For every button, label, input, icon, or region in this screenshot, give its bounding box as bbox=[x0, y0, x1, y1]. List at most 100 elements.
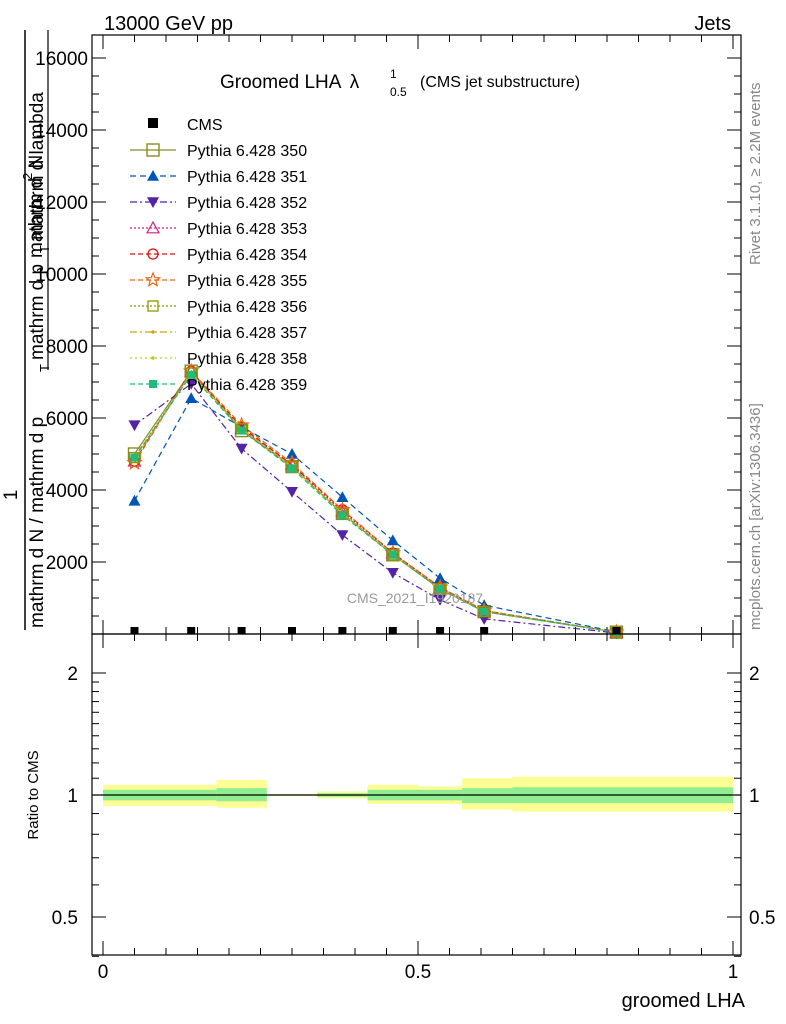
cms-point bbox=[130, 627, 139, 634]
series-point bbox=[286, 448, 298, 459]
mcplots-label: mcplots.cern.ch [arXiv:1306.3436] bbox=[747, 403, 764, 630]
ratio-tick-label: 0.5 bbox=[52, 908, 78, 929]
legend: CMS Pythia 6.428 350 Pythia 6.428 351 Pythi… bbox=[130, 117, 307, 394]
series-point bbox=[130, 453, 139, 462]
svg-text:Groomed LHA λ: Groomed LHA λ bbox=[220, 72, 360, 93]
header-left: 13000 GeV pp bbox=[104, 13, 233, 35]
legend-label: Pythia 6.428 355 bbox=[187, 273, 307, 290]
y-tick-label: 16000 bbox=[35, 49, 88, 70]
cms-point bbox=[237, 627, 246, 634]
series-point bbox=[386, 548, 400, 562]
legend-marker bbox=[151, 356, 155, 360]
title-sub: 0.5 bbox=[390, 85, 407, 99]
series-point bbox=[434, 572, 447, 583]
legend-marker bbox=[149, 380, 157, 388]
watermark: CMS_2021_I1920187 bbox=[347, 590, 483, 606]
legend-label: Pythia 6.428 358 bbox=[187, 351, 307, 368]
legend-label: Pythia 6.428 353 bbox=[187, 221, 307, 238]
legend-label-cms: CMS bbox=[187, 117, 223, 134]
ratio-y-label: Ratio to CMS bbox=[25, 750, 42, 839]
series-point bbox=[185, 379, 198, 390]
ylabel-num-inner-sup: 2 bbox=[20, 173, 35, 180]
svg-text:T: T bbox=[37, 245, 52, 253]
ylabel-den-outer: mathrm d N / mathrm d p bbox=[27, 417, 48, 628]
legend-label: Pythia 6.428 350 bbox=[187, 143, 307, 160]
legend-label: Pythia 6.428 359 bbox=[187, 377, 307, 394]
series-point bbox=[338, 511, 347, 520]
cms-point bbox=[187, 627, 196, 634]
series-point bbox=[237, 426, 246, 435]
ratio-band-green bbox=[462, 788, 513, 804]
series-point bbox=[128, 451, 141, 464]
series-point bbox=[235, 443, 248, 455]
series-line bbox=[133, 370, 617, 633]
cms-data bbox=[130, 627, 621, 634]
ylabel-one: 1 bbox=[1, 490, 22, 501]
cms-point bbox=[480, 627, 489, 634]
ratio-tick-label-right: 0.5 bbox=[749, 908, 775, 929]
series-point bbox=[388, 550, 397, 559]
series-point bbox=[128, 420, 141, 432]
series-point bbox=[185, 392, 198, 403]
legend-label: Pythia 6.428 356 bbox=[187, 299, 307, 316]
x-tick-label: 0.5 bbox=[405, 962, 431, 983]
y-tick-label: 2000 bbox=[46, 553, 88, 574]
legend-marker bbox=[147, 248, 159, 260]
series-group bbox=[126, 362, 625, 640]
series-point bbox=[480, 607, 489, 616]
x-tick-label: 0 bbox=[98, 962, 109, 983]
series-point bbox=[434, 583, 446, 595]
series-3 bbox=[128, 379, 623, 639]
title-suffix: (CMS jet substructure) bbox=[420, 74, 580, 91]
cms-point bbox=[436, 627, 445, 634]
ratio-tick-label-right: 2 bbox=[749, 664, 760, 685]
main-panel: 2000 4000 6000 8000 10000 12000 14000 16000 bbox=[35, 34, 742, 640]
legend-marker bbox=[144, 271, 162, 288]
series-point bbox=[335, 506, 350, 521]
series-point bbox=[336, 530, 349, 541]
y-tick-label: 12000 bbox=[35, 193, 88, 214]
series-point bbox=[386, 568, 399, 579]
ratio-tick-label-right: 1 bbox=[749, 786, 760, 807]
cms-point bbox=[288, 627, 296, 634]
legend-label: Pythia 6.428 357 bbox=[187, 325, 307, 342]
series-point bbox=[187, 370, 196, 379]
series-point bbox=[386, 534, 399, 546]
series-point bbox=[478, 606, 490, 618]
svg-text:mathrm d N / mathrm d p: mathrm d N / mathrm d p bbox=[27, 417, 48, 628]
legend-label: Pythia 6.428 352 bbox=[187, 195, 307, 212]
series-point bbox=[434, 595, 447, 606]
title-sup: 1 bbox=[390, 67, 397, 81]
rivet-label: Rivet 3.1.10, ≥ 2.2M events bbox=[747, 83, 764, 266]
series-point bbox=[436, 585, 445, 593]
y-tick-label: 4000 bbox=[46, 481, 88, 502]
svg-text:mathrm d N: mathrm d N bbox=[26, 155, 47, 258]
x-tick-label: 1 bbox=[728, 962, 739, 983]
y-tick-label: 14000 bbox=[35, 121, 88, 142]
legend-label: Pythia 6.428 351 bbox=[187, 169, 307, 186]
series-point bbox=[336, 491, 349, 502]
ratio-tick-label: 2 bbox=[67, 664, 78, 685]
y-axis-label: 1 mathrm d N / mathrm d p T mathrm d N 2… bbox=[1, 30, 52, 630]
series-point bbox=[285, 459, 299, 474]
series-point bbox=[128, 494, 141, 506]
legend-marker bbox=[147, 300, 159, 312]
series-2 bbox=[128, 392, 623, 637]
y-tick-label: 10000 bbox=[35, 265, 88, 286]
legend-label: Pythia 6.428 354 bbox=[187, 247, 307, 264]
cms-point bbox=[338, 627, 347, 634]
legend-marker bbox=[145, 220, 161, 234]
legend-marker bbox=[146, 143, 160, 157]
header-right: Jets bbox=[694, 13, 731, 35]
x-axis-label: groomed LHA bbox=[622, 990, 746, 1012]
ratio-tick-label: 1 bbox=[67, 786, 78, 807]
legend-marker bbox=[147, 197, 159, 208]
y-tick-label: 8000 bbox=[46, 337, 88, 358]
title-main: Groomed LHA bbox=[220, 72, 342, 93]
series-point bbox=[286, 487, 298, 498]
title-symbol: λ bbox=[350, 72, 360, 93]
y-tick-label: 6000 bbox=[46, 409, 88, 430]
legend-marker bbox=[147, 170, 159, 181]
cms-point bbox=[612, 627, 621, 634]
